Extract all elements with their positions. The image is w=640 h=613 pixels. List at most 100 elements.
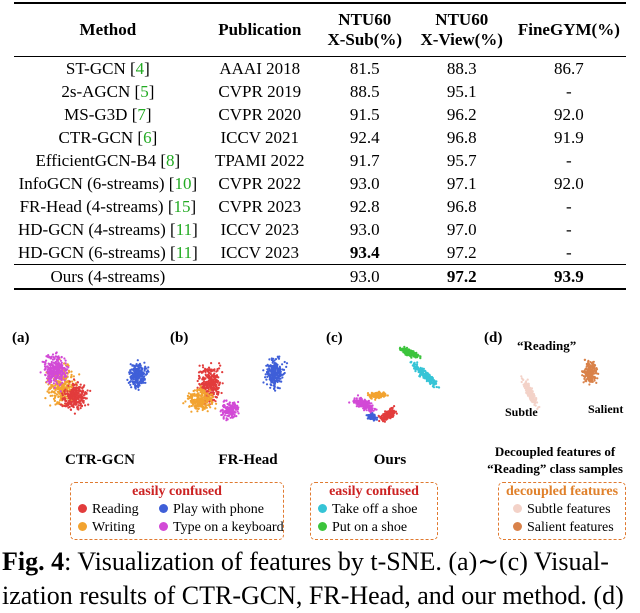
cell-gym: - [566,81,572,101]
table-row: CTR-GCN [6] ICCV 2021 92.4 96.8 91.9 [14,126,626,149]
tsne-plots [39,345,600,423]
cell-method: HD-GCN (6-streams) [11] [18,242,198,262]
cell-method: ST-GCN [4] [65,58,150,78]
cell-gym: - [566,242,572,262]
cell-publication: AAAI 2018 [219,58,301,78]
citation-link[interactable]: 6 [143,127,152,147]
panel-c-tag: (c) [326,330,343,346]
cell-publication: ICCV 2023 [220,242,300,262]
legend-1-item-writing: Writing [78,520,135,536]
table-row: MS-G3D [7] CVPR 2020 91.5 96.2 92.0 [14,103,626,126]
method-name: CTR-GCN [58,127,134,147]
d-reading-label: “Reading” [517,338,577,353]
caption-line1-text: : Visualization of features by t-SNE. (a… [64,547,609,576]
tsne-b-keyboard [219,399,240,422]
method-name: InfoGCN (6-streams) [18,173,165,193]
citation-link[interactable]: 8 [166,150,175,170]
col-finegym: FineGYM(%) [511,2,626,57]
results-table: Method Publication NTU60 X-Sub(%) NTU60 … [14,2,626,290]
tsne-c-writing [366,390,389,401]
table-row: HD-GCN (6-streams) [11] ICCV 2023 93.4 97.2… [14,241,626,265]
tsne-b-writing [182,385,218,413]
panel-b-label: FR-Head [218,452,278,468]
method-name: ST-GCN [65,58,126,78]
cell-xsub: 88.5 [349,81,380,101]
citation-link[interactable]: 11 [175,219,193,239]
cell-publication: CVPR 2020 [218,104,302,124]
tsne-d-salient [581,358,600,386]
tsne-b-phone [262,355,289,392]
d-subtle-label: Subtle [505,405,538,419]
d-caption: Decoupled features of “Reading” class sa… [470,443,640,477]
cell-xsub: 92.4 [349,127,380,147]
cell-publication: TPAMI 2022 [214,150,305,170]
tsne-c-reading [377,405,398,423]
cell-xview: 97.0 [446,219,477,239]
method-name: HD-GCN (4-streams) [18,219,166,239]
cell-xsub: 91.7 [349,150,380,170]
panel-c-label: Ours [373,452,407,468]
cell-xview: 88.3 [446,58,477,78]
citation-link[interactable]: 4 [135,58,145,78]
cell-gym: 93.9 [511,264,626,290]
tsne-c-puton [398,345,422,360]
legend-1-label: Play with phone [173,502,264,517]
caption-fig-label: Fig. 4 [2,547,65,576]
cell-gym: - [566,196,572,216]
method-name: EfficientGCN-B4 [35,150,157,170]
dot-blue-icon [159,504,168,513]
citation-link[interactable]: 10 [174,173,192,193]
legend-3-label: Subtle features [527,502,611,517]
table-row: EfficientGCN-B4 [8] TPAMI 2022 91.7 95.7 - [14,149,626,172]
dot-green-icon [318,522,327,531]
table-row: ST-GCN [4] AAAI 2018 81.5 88.3 86.7 [14,57,626,81]
legend-3-item-subtle: Subtle features [513,502,611,518]
table-row: InfoGCN (6-streams) [10] CVPR 2022 93.0 97.… [14,172,626,195]
legend-box-decoupled: decoupled features Subtle features Salie… [498,482,626,540]
cell-xsub: 93.0 [349,173,380,193]
cell-gym: 92.0 [554,104,584,124]
col-ntu60-xsub-l2: X-Sub(%) [327,30,403,49]
citation-link[interactable]: 11 [175,242,193,262]
cell-xsub: 92.8 [349,196,380,216]
col-ntu60-xview-l1: NTU60 [435,10,489,29]
col-ntu60-xview: NTU60 X-View(%) [411,2,512,57]
cell-method: FR-Head (4-streams) [15] [19,196,197,216]
panel-b-tag: (b) [170,330,189,346]
tsne-b-reading [196,362,224,406]
cell-xview: 95.1 [446,81,477,101]
dot-magenta-icon [159,522,168,531]
panel-a-label: CTR-GCN [65,452,135,468]
table-body: ST-GCN [4] AAAI 2018 81.5 88.3 86.7 2s-AGCN [… [14,57,626,290]
legend-2-label: Put on a shoe [332,520,408,535]
cell-xsub: 93.0 [349,219,380,239]
table-header-row: Method Publication NTU60 X-Sub(%) NTU60 … [14,2,626,57]
table-row: HD-GCN (4-streams) [11] ICCV 2023 93.0 97.0… [14,218,626,241]
table-row: FR-Head (4-streams) [15] CVPR 2023 92.8 96.… [14,195,626,218]
citation-link[interactable]: 5 [140,81,149,101]
caption-line1: Fig. 4: Visualization of features by t-S… [2,545,640,579]
legend-2-item-puton: Put on a shoe [318,520,407,536]
legend-box-confused-2: easily confused Take off a shoe Put on a… [310,482,438,540]
legend-1-label: Reading [92,502,139,517]
cell-publication: CVPR 2019 [218,81,302,101]
panel-a-tag: (a) [12,330,30,346]
dot-cyan-icon [318,504,327,513]
cell-gym: 91.9 [554,127,584,147]
legend-2-title: easily confused [329,484,419,499]
panel-d-tag: (d) [484,330,503,346]
cell-method: HD-GCN (4-streams) [11] [18,219,198,239]
tsne-a-reading [59,378,92,415]
cell-publication [201,264,318,290]
legend-1-title: easily confused [132,484,222,499]
col-ntu60-xsub-l1: NTU60 [338,10,392,29]
dot-orange-icon [78,522,87,531]
cell-xview: 96.2 [446,104,477,124]
col-publication: Publication [201,2,318,57]
tsne-c-keyboard [348,394,378,414]
legend-1-item-keyboard: Type on a keyboard [159,520,284,536]
figure-caption: Fig. 4: Visualization of features by t-S… [2,545,640,613]
citation-link[interactable]: 15 [173,196,191,216]
legend-1-item-reading: Reading [78,502,139,518]
citation-link[interactable]: 7 [137,104,146,124]
